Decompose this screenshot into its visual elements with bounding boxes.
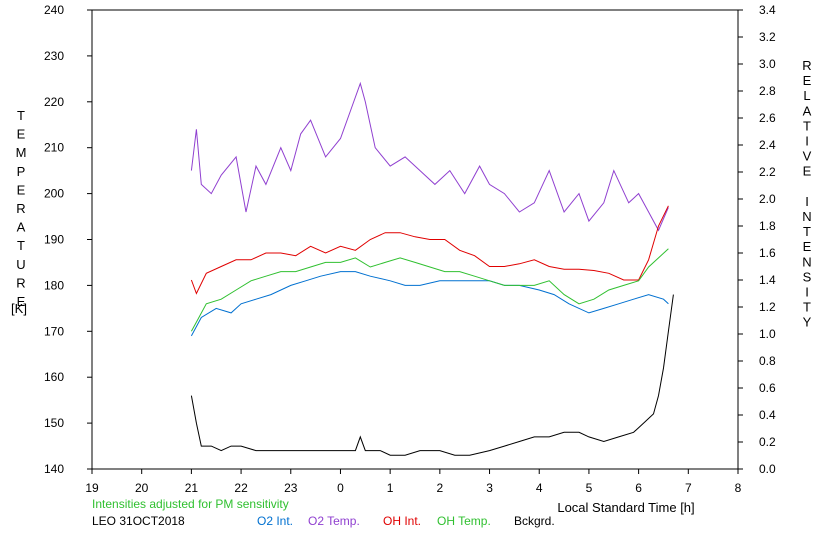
y-axis-left-title-letter: E	[17, 182, 26, 197]
y-axis-left-title-letter: T	[17, 108, 25, 123]
x-tick-label: 19	[85, 481, 99, 495]
y-axis-right-title-letter: T	[803, 224, 811, 239]
series-line-oh-temp	[190, 248, 669, 332]
y-right-tick-label: 0.6	[759, 381, 776, 395]
y-right-tick-label: 2.8	[759, 84, 776, 98]
y-left-tick-label: 220	[44, 95, 64, 109]
y-left-tick-label: 160	[44, 370, 64, 384]
x-tick-label: 0	[337, 481, 344, 495]
y-axis-right-title-letter: S	[803, 269, 812, 284]
x-tick-label: 3	[486, 481, 493, 495]
series-lines	[190, 81, 674, 456]
x-tick-label: 5	[586, 481, 593, 495]
x-tick-label: 20	[135, 481, 149, 495]
y-axis-right-title-letter: I	[805, 194, 809, 209]
y-axis-right-title-letter: E	[803, 239, 812, 254]
y-right-tick-label: 1.0	[759, 327, 776, 341]
series-line-oh-int	[190, 205, 669, 295]
y-axis-left-title-letter: E	[17, 127, 26, 142]
x-tick-label: 1	[387, 481, 394, 495]
x-tick-label: 7	[685, 481, 692, 495]
x-tick-label: 8	[735, 481, 742, 495]
y-axis-right-title-letter: E	[803, 164, 812, 179]
y-left-tick-label: 180	[44, 278, 64, 292]
series-line-o2-int	[190, 271, 669, 337]
y-axis-left-title-letter: P	[17, 164, 26, 179]
legend-item-o2-temp: O2 Temp.	[308, 514, 360, 528]
x-tick-label: 4	[536, 481, 543, 495]
y-axis-right-title-letter: A	[803, 103, 812, 118]
x-tick-label: 6	[635, 481, 642, 495]
y-right-tick-label: 1.8	[759, 219, 776, 233]
legend-item-bckgrd: Bckgrd.	[514, 514, 555, 528]
y-right-tick-label: 2.4	[759, 138, 776, 152]
legend-item-oh-temp: OH Temp.	[437, 514, 491, 528]
y-axis-right-title-letter: L	[803, 88, 810, 103]
footer-note: Intensities adjusted for PM sensitivity	[92, 497, 289, 511]
y-axis-left-title-letter: R	[16, 201, 25, 216]
y-axis-right-title-letter: N	[802, 254, 811, 269]
y-left-tick-label: 190	[44, 233, 64, 247]
y-axis-left: 140 150 160 170 180 190 200 210 220 230 240	[44, 3, 92, 476]
x-axis: 19 20 21 22 23 0 1 2 3 4 5 6 7 8	[85, 469, 742, 495]
y-right-tick-label: 0.4	[759, 408, 776, 422]
y-right-tick-label: 0.0	[759, 462, 776, 476]
footer-station: LEO 31OCT2018	[92, 514, 185, 528]
y-right-tick-label: 3.2	[759, 30, 776, 44]
y-axis-left-title-letter: U	[16, 257, 25, 272]
y-right-tick-label: 3.4	[759, 3, 776, 17]
legend-item-o2-int: O2 Int.	[257, 514, 294, 528]
x-tick-label: 2	[437, 481, 444, 495]
x-tick-label: 22	[234, 481, 248, 495]
y-left-tick-label: 150	[44, 416, 64, 430]
x-tick-label: 23	[284, 481, 298, 495]
y-right-tick-label: 1.2	[759, 300, 776, 314]
y-right-tick-label: 1.6	[759, 246, 776, 260]
y-right-tick-label: 3.0	[759, 57, 776, 71]
y-axis-right-title-letter: Y	[803, 315, 812, 330]
series-line-o2-temp	[190, 81, 669, 232]
y-left-tick-label: 240	[44, 3, 64, 17]
y-axis-right-title-letter: N	[802, 209, 811, 224]
legend-item-oh-int: OH Int.	[383, 514, 422, 528]
y-axis-left-title-letter: M	[16, 145, 27, 160]
x-axis-title: Local Standard Time [h]	[557, 500, 694, 515]
y-axis-right-title-letter: E	[803, 73, 812, 88]
y-left-tick-label: 210	[44, 141, 64, 155]
y-axis-right: 0.0 0.2 0.4 0.6 0.8 1.0 1.2 1.4 1.6 1.8 2.0 2.2 2.4 2…	[738, 3, 776, 476]
series-line-bckgrd	[190, 294, 674, 456]
y-right-tick-label: 1.4	[759, 273, 776, 287]
plot-frame	[91, 9, 739, 470]
y-axis-left-title-letter: A	[17, 220, 26, 235]
y-axis-right-title-letter: V	[803, 149, 812, 164]
y-axis-right-title-letter: I	[805, 285, 809, 300]
y-right-tick-label: 0.8	[759, 354, 776, 368]
y-axis-left-title-letter: E	[17, 294, 26, 309]
y-axis-right-title-letter: R	[802, 58, 811, 73]
y-axis-right-title-letter: T	[803, 300, 811, 315]
y-left-tick-label: 140	[44, 462, 64, 476]
y-axis-right-title-letter: T	[803, 118, 811, 133]
y-left-tick-label: 200	[44, 187, 64, 201]
y-right-tick-label: 2.2	[759, 165, 776, 179]
y-right-tick-label: 2.6	[759, 111, 776, 125]
y-axis-left-title-letter: T	[17, 238, 25, 253]
y-left-tick-label: 170	[44, 324, 64, 338]
y-axis-left-title-letter: R	[16, 275, 25, 290]
y-left-tick-label: 230	[44, 49, 64, 63]
y-axis-left-unit: [K]	[11, 301, 27, 316]
y-right-tick-label: 2.0	[759, 192, 776, 206]
y-axis-right-title-letter: I	[805, 134, 809, 149]
x-tick-label: 21	[185, 481, 199, 495]
y-right-tick-label: 0.2	[759, 435, 776, 449]
